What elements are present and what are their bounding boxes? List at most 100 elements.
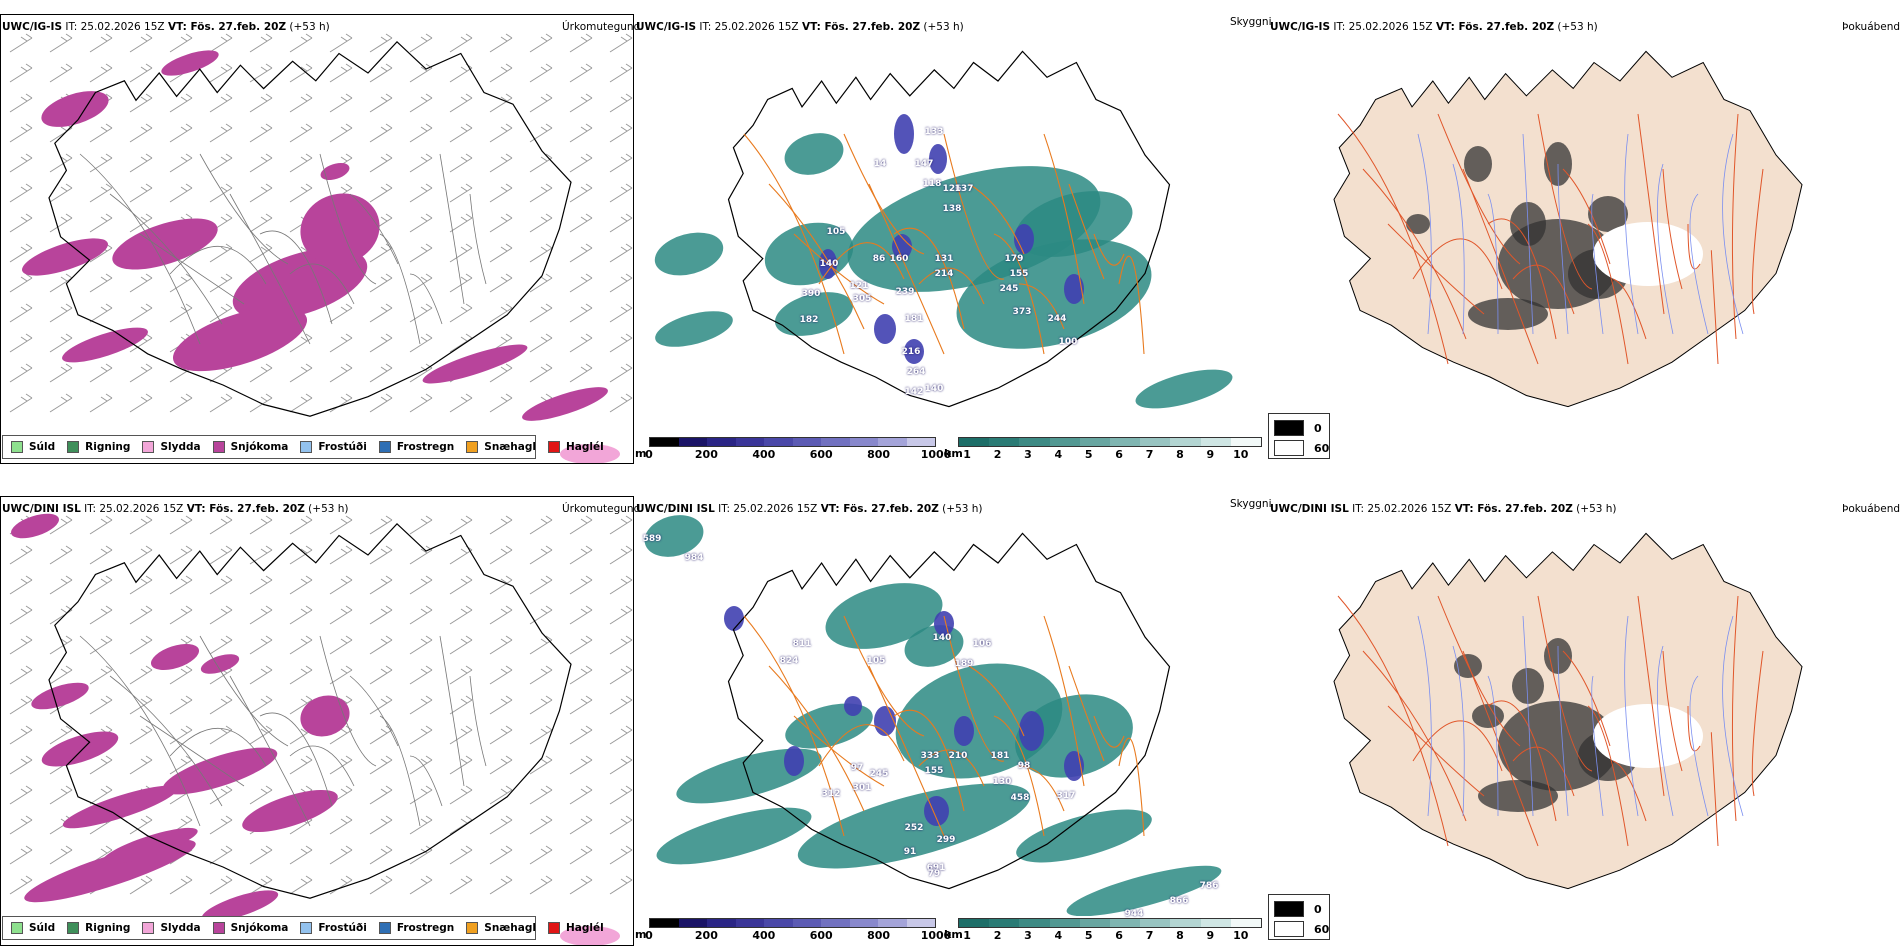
- colorbar-tick: 4: [1054, 448, 1063, 461]
- snow-areas: [22, 50, 620, 464]
- colorbar-cell: [906, 438, 935, 446]
- colorbar-cell: [707, 919, 736, 927]
- legend-label: Snjókoma: [230, 441, 289, 453]
- iceland-coastline: [727, 532, 1171, 890]
- legend-item: Frostúði: [300, 922, 367, 934]
- init-time: IT: 25.02.2026 15Z: [1333, 21, 1433, 33]
- legend-swatch: [142, 441, 155, 453]
- colorbar-ticks: 1 2 3 4 5 6 7 8 9 10: [958, 447, 1262, 461]
- fog-legend-swatch: [1274, 420, 1304, 436]
- colorbar-tick: 5: [1084, 929, 1093, 942]
- fog-title-top: Þokuábendi: [1842, 21, 1900, 33]
- roads: [1337, 113, 1764, 365]
- model-label: UWC/DINI ISL: [1270, 503, 1349, 515]
- colorbar-tick: 10: [1233, 929, 1249, 942]
- colorbar-cell: [1140, 919, 1171, 927]
- colorbar-tick: 3: [1024, 929, 1032, 942]
- fog-map-bottom: [1268, 496, 1900, 916]
- colorbar-ticks: 0 200 400 600 800 1000: [645, 928, 951, 942]
- legend-label: Frostregn: [396, 922, 455, 934]
- legend-swatch: [212, 922, 225, 934]
- model-label: UWC/DINI ISL: [2, 503, 81, 515]
- fog-legend-swatch: [1274, 440, 1304, 456]
- colorbar-cell: [849, 919, 878, 927]
- legend-label: Haglél: [565, 441, 604, 453]
- model-label: UWC/IG-IS: [2, 21, 63, 33]
- colorbar-tick: 3: [1024, 448, 1032, 461]
- colorbar-cells: [649, 437, 936, 447]
- colorbar-cell: [1170, 438, 1201, 446]
- visibility-canvas: [654, 50, 1233, 409]
- fog-canvas: [1333, 532, 1803, 890]
- colorbar-unit: km: [944, 928, 963, 941]
- lead-time: (+53 h): [923, 21, 964, 33]
- colorbar-cell: [1049, 919, 1080, 927]
- colorbar-cell: [764, 438, 793, 446]
- colorbar-cell: [849, 438, 878, 446]
- colorbar-cell: [735, 919, 764, 927]
- legend-swatch: [378, 441, 391, 453]
- colorbar-tick: 1000: [920, 448, 952, 461]
- snow-visibility-areas: [724, 606, 1084, 826]
- colorbar-tick: 0: [645, 929, 653, 942]
- init-time: IT: 25.02.2026 15Z: [718, 503, 818, 515]
- legend-swatch: [300, 922, 313, 934]
- model-label: UWC/DINI ISL: [636, 503, 715, 515]
- legend-item: Rigning: [67, 922, 130, 934]
- precip-type-map-top: [0, 14, 634, 464]
- colorbar-ticks: 1 2 3 4 5 6 7 8 9 10: [958, 928, 1262, 942]
- lead-time: (+53 h): [1557, 21, 1598, 33]
- colorbar-cell: [650, 919, 679, 927]
- colorbar-cells: [958, 918, 1262, 928]
- colorbar-cell: [792, 919, 821, 927]
- legend-swatch: [378, 922, 391, 934]
- colorbar-tick: 7: [1145, 929, 1154, 942]
- visibility-header-top: UWC/IG-IS IT: 25.02.2026 15Z VT: Fös. 27…: [636, 21, 964, 33]
- colorbar-tick: 5: [1084, 448, 1093, 461]
- visibility-title-bottom: Skyggni: [1230, 498, 1272, 510]
- legend-label: Snjókoma: [230, 922, 289, 934]
- valid-time: VT: Fös. 27.feb. 20Z: [801, 21, 921, 33]
- legend-label: Snæhagl: [484, 922, 536, 934]
- visibility-canvas: [644, 515, 1222, 916]
- legend-swatch: [466, 441, 479, 453]
- colorbar-cell: [1079, 438, 1111, 446]
- colorbar-cell: [1019, 438, 1050, 446]
- colorbar-tick: 4: [1054, 929, 1063, 942]
- roads: [743, 133, 1145, 355]
- colorbar-cell: [678, 438, 707, 446]
- precip-type-map-bottom-border: [0, 496, 634, 946]
- colorbar-cell: [1140, 438, 1171, 446]
- roads: [79, 153, 487, 345]
- fog-areas: [654, 133, 1233, 409]
- legend-item: Snjókoma: [212, 441, 289, 453]
- colorbar-ticks: 0 200 400 600 800 1000: [645, 447, 951, 461]
- legend-label: Frostregn: [396, 441, 455, 453]
- legend-item: Súld: [11, 441, 55, 453]
- visibility-map-top: [634, 14, 1268, 434]
- legend-label: Slydda: [160, 441, 201, 453]
- snow-visibility-areas: [819, 114, 1084, 364]
- colorbar-tick: 200: [694, 448, 718, 461]
- valid-time: VT: Fös. 27.feb. 20Z: [820, 503, 939, 515]
- colorbar-tick: 1: [963, 929, 971, 942]
- legend-label: Frostúði: [318, 441, 367, 453]
- snow-areas: [11, 513, 620, 946]
- visibility-km-colorbar-bottom: 1 2 3 4 5 6 7 8 9 10 km: [944, 918, 1262, 942]
- legend-swatch: [300, 441, 313, 453]
- wind-barbs: [9, 515, 633, 895]
- colorbar-cells: [649, 918, 936, 928]
- colorbar-cell: [1200, 919, 1231, 927]
- legend-item: Frostregn: [378, 922, 455, 934]
- init-time: IT: 25.02.2026 15Z: [699, 21, 799, 33]
- fog-free-area: [1593, 704, 1703, 768]
- colorbar-tick: 10: [1233, 448, 1249, 461]
- legend-swatch: [67, 441, 80, 453]
- legend-label: Snæhagl: [484, 441, 536, 453]
- precip-type-legend-bottom: Súld Rigning Slydda Snjókoma Frostúði Frostre…: [2, 916, 604, 940]
- legend-label: Súld: [29, 922, 56, 934]
- fog-legend-row: 60: [1274, 921, 1329, 937]
- colorbar-tick: 2: [993, 448, 1002, 461]
- legend-item: Frostregn: [378, 441, 455, 453]
- lead-time: (+53 h): [308, 503, 349, 515]
